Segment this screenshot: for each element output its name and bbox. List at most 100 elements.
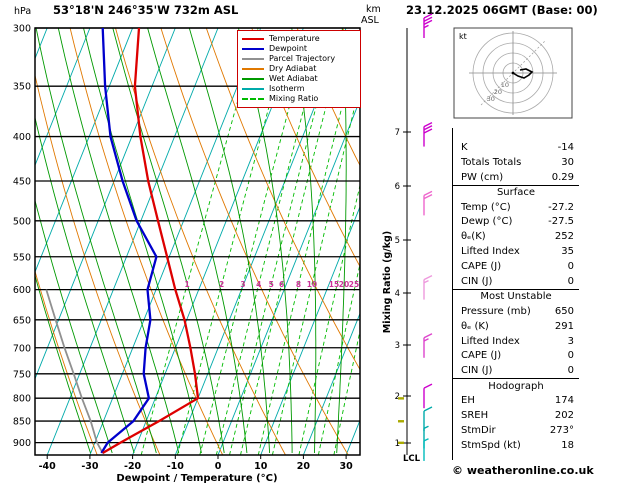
table-row-label: CIN (J): [461, 275, 493, 287]
svg-text:300: 300: [13, 24, 31, 35]
km-axis-unit: km: [366, 4, 381, 15]
dewpoint-line: [100, 28, 158, 454]
table-row: PW (cm) 0.29: [453, 170, 579, 185]
sounding-profiles: [45, 28, 200, 454]
table-row: θₑ(K) 252: [453, 229, 579, 244]
hodograph-ring-label: 20: [494, 88, 502, 96]
table-row-label: CAPE (J): [461, 350, 502, 362]
legend-swatch: [242, 78, 264, 80]
svg-text:3: 3: [395, 341, 400, 351]
table-row-label: StmSpd (kt): [461, 439, 521, 451]
svg-text:600: 600: [13, 285, 31, 296]
pressure-axis-unit: hPa: [14, 6, 32, 17]
table-row: Lifted Index 35: [453, 244, 579, 259]
legend-swatch: [242, 38, 264, 40]
table-row-label: PW (cm): [461, 171, 504, 183]
table-row-value: 291: [554, 320, 574, 332]
table-row: K -14: [453, 140, 579, 155]
wind-barb: [423, 121, 433, 147]
svg-text:20: 20: [297, 461, 311, 472]
table-row-value: 3: [567, 335, 574, 347]
wind-barb: [423, 274, 433, 300]
mixing-ratio-value-labels: 1 2 3 4 5 6 8 10 15 20 25: [184, 280, 359, 289]
table-row: Lifted Index 3: [453, 334, 579, 349]
table-row-value: 30: [561, 156, 574, 168]
svg-text:10: 10: [254, 461, 268, 472]
svg-text:Dewpoint / Temperature (°C): Dewpoint / Temperature (°C): [116, 473, 277, 484]
layer-mark: [398, 420, 404, 423]
table-row-value: 35: [561, 246, 574, 258]
legend-swatch: [242, 88, 264, 90]
legend-item: Dry Adiabat: [242, 64, 360, 74]
layer-mark: [398, 441, 404, 445]
legend-label: Temperature: [269, 34, 320, 43]
table-row-label: CIN (J): [461, 365, 493, 377]
svg-text:800: 800: [13, 394, 31, 405]
pressure-tick-labels: 300 350 400 450 500 550 600 650 700 750 800 850 900: [13, 24, 31, 450]
table-row-value: 18: [561, 439, 574, 451]
table-row-label: Dewp (°C): [461, 216, 513, 228]
svg-text:8: 8: [296, 280, 301, 289]
svg-text:6: 6: [279, 280, 284, 289]
table-row: CAPE (J) 0: [453, 259, 579, 274]
chart-datetime: 23.12.2025 06GMT (Base: 00): [406, 3, 598, 17]
table-row: SREH 202: [453, 408, 579, 423]
wind-barb: [423, 190, 433, 216]
skewt-background-lines: [35, 28, 360, 455]
legend-label: Isotherm: [269, 84, 305, 93]
svg-text:900: 900: [13, 438, 31, 449]
table-row-label: Totals Totals: [461, 156, 522, 168]
legend-swatch: [242, 48, 264, 50]
svg-text:750: 750: [13, 369, 31, 380]
table-row-value: -27.5: [548, 216, 574, 228]
temperature-line: [102, 28, 200, 454]
hodograph-trace: [512, 68, 534, 79]
legend-item: Mixing Ratio: [242, 94, 360, 104]
wind-barb: [423, 438, 429, 461]
mixing-ratio-lines: [140, 28, 360, 455]
table-section-title: Most Unstable: [453, 288, 579, 304]
svg-text:550: 550: [13, 252, 31, 263]
table-row: CAPE (J) 0: [453, 348, 579, 363]
table-row: θₑ (K) 291: [453, 319, 579, 334]
svg-text:650: 650: [13, 315, 31, 326]
svg-text:850: 850: [13, 417, 31, 428]
svg-text:4: 4: [395, 289, 400, 299]
legend-swatch: [242, 58, 264, 60]
svg-text:450: 450: [13, 177, 31, 188]
wind-barb: [423, 13, 433, 38]
svg-text:500: 500: [13, 216, 31, 227]
legend-item: Dewpoint: [242, 44, 360, 54]
mixing-ratio-axis-label: Mixing Ratio (g/kg): [382, 231, 393, 333]
table-row-label: StmDir: [461, 424, 496, 436]
table-row-label: EH: [461, 395, 475, 407]
table-row: Pressure (mb) 650: [453, 304, 579, 319]
table-row-value: -27.2: [548, 201, 574, 213]
svg-text:15: 15: [329, 280, 339, 289]
table-row-label: K: [461, 141, 468, 153]
asl-axis-unit: ASL: [361, 15, 379, 26]
table-row: StmDir 273°: [453, 423, 579, 438]
table-row: EH 174: [453, 393, 579, 408]
svg-text:3: 3: [240, 280, 245, 289]
copyright: © weatheronline.co.uk: [452, 464, 594, 477]
legend-label: Wet Adiabat: [269, 74, 318, 83]
table-row-label: θₑ (K): [461, 320, 489, 332]
table-row: CIN (J) 0: [453, 363, 579, 378]
hodograph-unit-label: kt: [459, 32, 467, 41]
svg-text:350: 350: [13, 82, 31, 93]
table-row: Dewp (°C) -27.5: [453, 214, 579, 229]
table-row-value: 0.29: [551, 171, 574, 183]
skewt-chart-svg: 3003504004505005506006507007508008509001…: [13, 13, 433, 484]
table-row-label: Temp (°C): [461, 201, 511, 213]
table-row: Totals Totals 30: [453, 155, 579, 170]
table-row-label: Lifted Index: [461, 246, 520, 258]
table-row-value: 0: [567, 350, 574, 362]
svg-text:4: 4: [256, 280, 261, 289]
table-section-title: Surface: [453, 184, 579, 200]
wind-barb: [423, 333, 433, 358]
wind-barb: [423, 383, 433, 409]
svg-text:1: 1: [395, 439, 400, 449]
chart-legend: Temperature Dewpoint Parcel Trajectory Dry …: [237, 30, 361, 108]
svg-text:20: 20: [339, 280, 349, 289]
